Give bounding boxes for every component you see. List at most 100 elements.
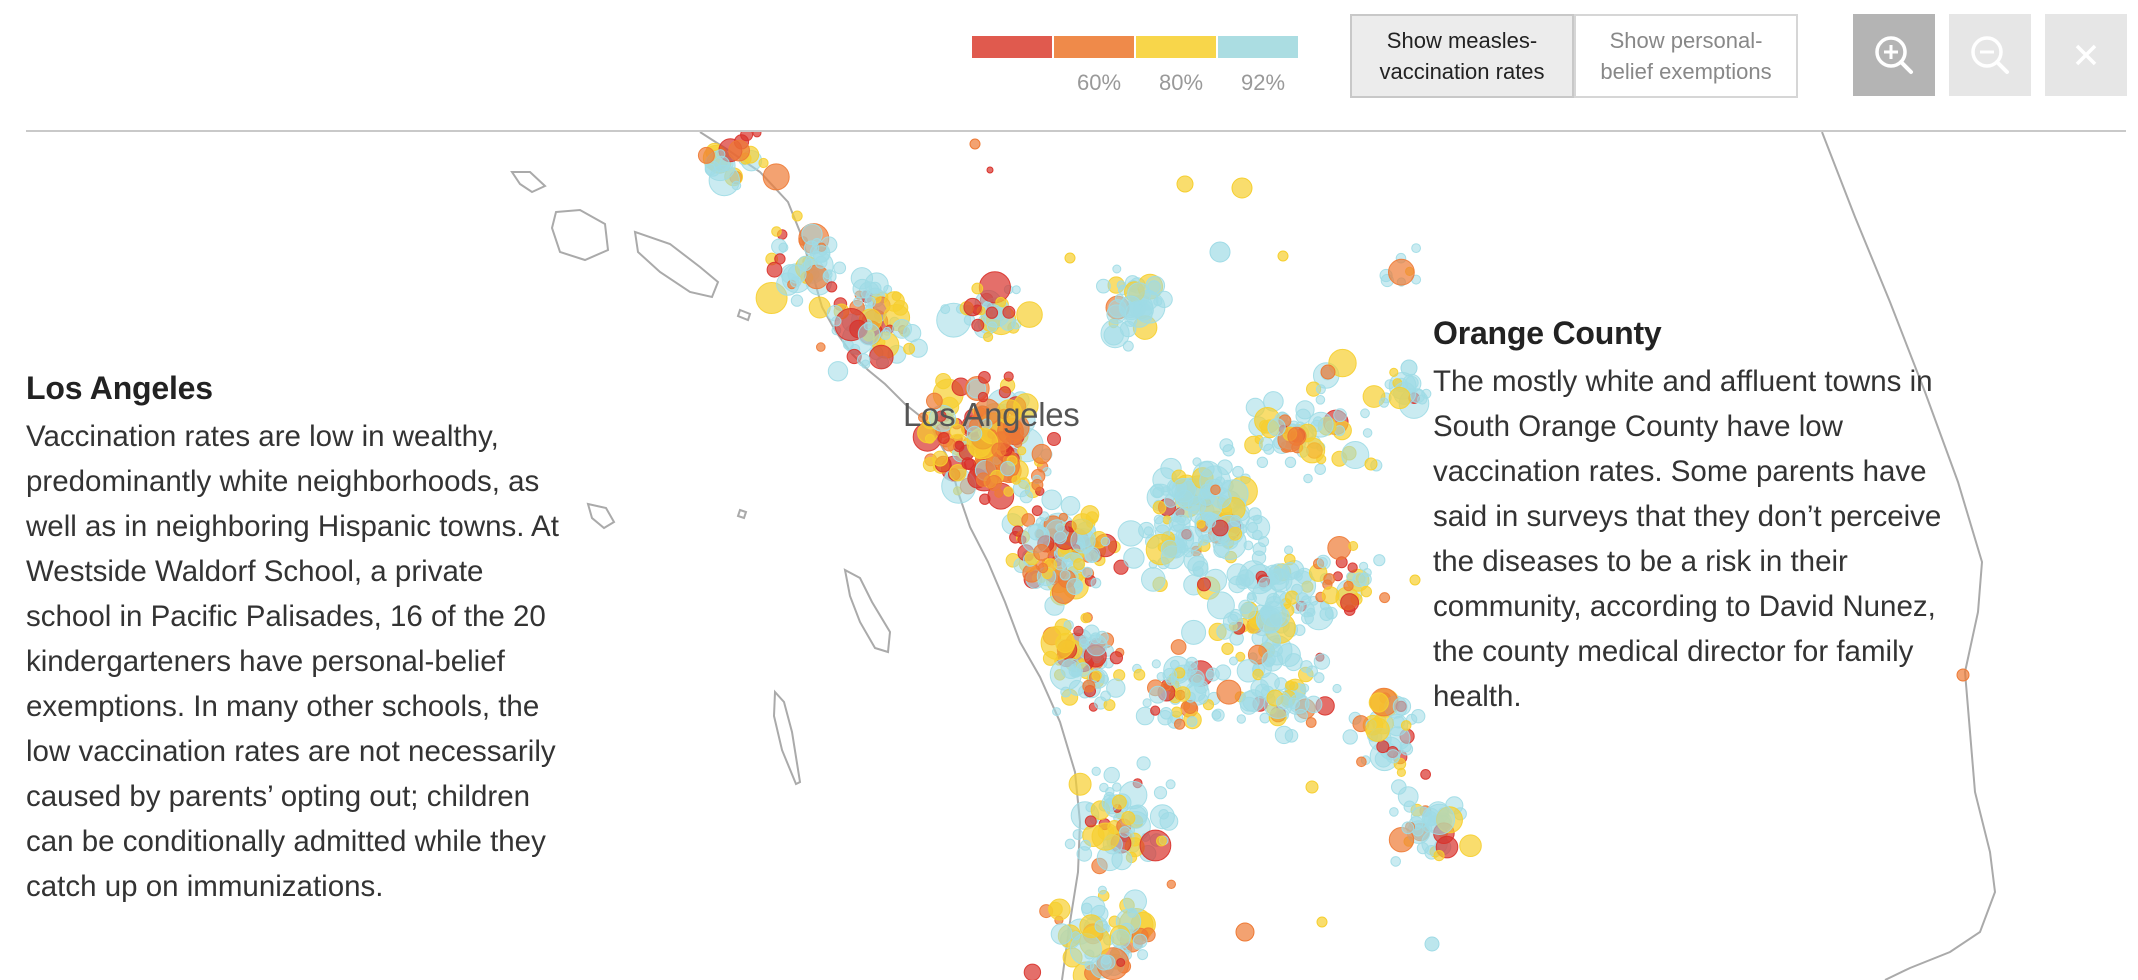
school-point[interactable] [1171, 478, 1196, 503]
school-point[interactable] [1170, 639, 1187, 655]
school-point[interactable] [1106, 678, 1126, 698]
school-point[interactable] [1198, 461, 1215, 478]
school-point[interactable] [1235, 574, 1251, 590]
school-point[interactable] [1368, 692, 1389, 713]
school-point[interactable] [1306, 607, 1316, 617]
school-point[interactable] [937, 432, 950, 444]
school-point[interactable] [1229, 656, 1238, 666]
school-point[interactable] [1099, 782, 1109, 793]
school-point[interactable] [1324, 606, 1338, 620]
school-point[interactable] [924, 433, 935, 444]
school-point[interactable] [1094, 919, 1108, 933]
school-point[interactable] [1316, 916, 1328, 928]
school-point[interactable] [1064, 838, 1076, 850]
school-point[interactable] [1389, 807, 1399, 817]
school-point[interactable] [954, 440, 965, 450]
school-point[interactable] [869, 344, 894, 370]
school-point[interactable] [1081, 902, 1093, 914]
school-point[interactable] [1411, 243, 1421, 253]
school-point[interactable] [771, 238, 788, 255]
school-point[interactable] [697, 146, 715, 164]
school-point[interactable] [1239, 602, 1257, 620]
school-point[interactable] [1206, 591, 1235, 620]
school-point[interactable] [1343, 580, 1354, 592]
school-point[interactable] [1235, 922, 1255, 942]
school-point[interactable] [1091, 766, 1101, 776]
school-point[interactable] [1287, 426, 1307, 446]
school-point[interactable] [1132, 933, 1148, 949]
school-point[interactable] [853, 296, 863, 307]
school-point[interactable] [1031, 478, 1044, 491]
school-point[interactable] [1050, 923, 1073, 945]
school-point[interactable] [1153, 786, 1168, 800]
school-point[interactable] [1082, 679, 1096, 693]
zoom-out-button[interactable] [1949, 14, 2031, 96]
school-point[interactable] [1156, 835, 1167, 847]
school-point[interactable] [816, 342, 826, 352]
school-point[interactable] [1103, 766, 1120, 784]
school-point[interactable] [1041, 489, 1062, 511]
school-point[interactable] [1150, 705, 1161, 716]
school-point[interactable] [1360, 585, 1373, 598]
school-point[interactable] [979, 493, 991, 505]
school-point[interactable] [1277, 250, 1289, 262]
school-point[interactable] [1111, 794, 1127, 810]
school-point[interactable] [1221, 642, 1234, 655]
school-point[interactable] [1100, 690, 1111, 702]
school-point[interactable] [1373, 554, 1386, 567]
school-point[interactable] [1210, 484, 1221, 496]
school-point[interactable] [1090, 577, 1102, 589]
school-point[interactable] [790, 276, 802, 288]
school-point[interactable] [1012, 525, 1024, 537]
school-point[interactable] [1153, 514, 1164, 525]
school-point[interactable] [1171, 706, 1183, 718]
school-point[interactable] [1300, 683, 1310, 693]
school-point[interactable] [966, 425, 983, 442]
school-point[interactable] [1073, 558, 1086, 571]
school-point[interactable] [1181, 619, 1207, 645]
school-point[interactable] [1258, 436, 1274, 452]
school-point[interactable] [1116, 958, 1126, 967]
school-point[interactable] [1000, 460, 1016, 477]
school-point[interactable] [1176, 175, 1194, 193]
school-point[interactable] [1333, 408, 1347, 423]
school-point[interactable] [1347, 562, 1358, 573]
school-point[interactable] [1385, 749, 1401, 764]
school-point[interactable] [1152, 487, 1164, 498]
school-point[interactable] [1388, 258, 1415, 286]
school-point[interactable] [1187, 555, 1209, 577]
school-point[interactable] [1312, 416, 1324, 427]
school-point[interactable] [1031, 443, 1052, 465]
school-point[interactable] [978, 271, 1012, 304]
school-point[interactable] [1031, 505, 1043, 517]
school-point[interactable] [1341, 441, 1370, 469]
school-point[interactable] [1192, 457, 1202, 467]
school-point[interactable] [1423, 803, 1456, 836]
school-point[interactable] [1400, 359, 1418, 377]
school-point[interactable] [1081, 566, 1093, 578]
school-point[interactable] [1365, 717, 1390, 742]
school-point[interactable] [1073, 625, 1084, 637]
school-point[interactable] [1119, 826, 1131, 838]
school-point[interactable] [1459, 834, 1482, 858]
school-point[interactable] [1100, 536, 1111, 547]
school-point[interactable] [868, 281, 882, 295]
school-point[interactable] [766, 261, 783, 278]
school-point[interactable] [1284, 545, 1294, 555]
school-point[interactable] [1166, 879, 1177, 889]
school-point[interactable] [1159, 707, 1173, 720]
school-point[interactable] [1080, 612, 1091, 624]
school-point[interactable] [1232, 465, 1244, 478]
school-point[interactable] [863, 321, 873, 331]
school-point[interactable] [857, 353, 871, 367]
school-point[interactable] [1410, 388, 1426, 404]
school-point[interactable] [918, 412, 929, 423]
school-point[interactable] [1228, 526, 1243, 541]
school-point[interactable] [986, 166, 994, 174]
school-point[interactable] [1091, 670, 1102, 681]
school-point[interactable] [1274, 725, 1294, 745]
school-point[interactable] [1205, 669, 1215, 680]
school-point[interactable] [1362, 428, 1373, 438]
school-point[interactable] [1186, 716, 1198, 727]
school-point[interactable] [1211, 708, 1225, 722]
